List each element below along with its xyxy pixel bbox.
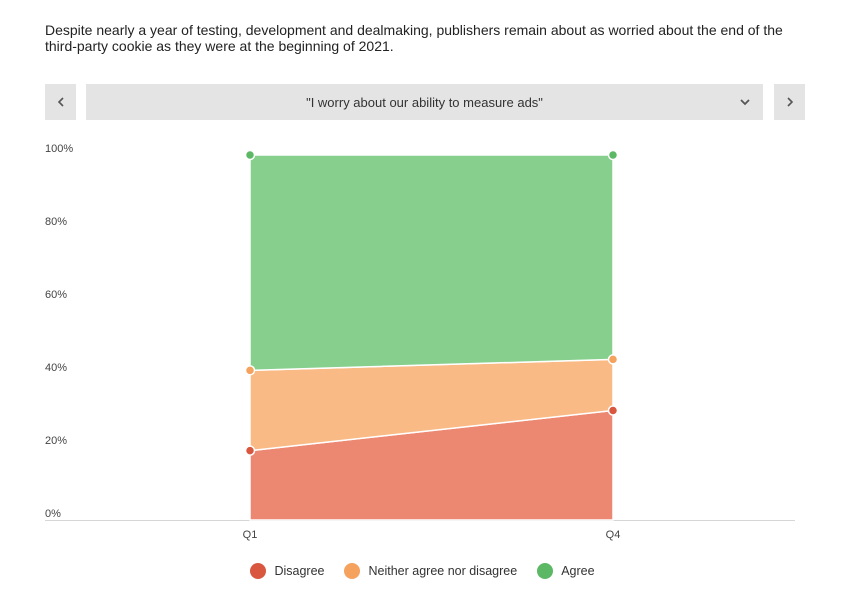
legend-item[interactable]: Neither agree nor disagree (344, 563, 517, 579)
question-dropdown-label: "I worry about our ability to measure ad… (306, 94, 543, 110)
chevron-left-icon (57, 97, 64, 107)
chart-subtitle: Despite nearly a year of testing, develo… (45, 22, 783, 54)
chevron-down-icon (740, 99, 750, 106)
next-question-button[interactable] (774, 84, 805, 120)
data-point (607, 405, 619, 416)
legend-item[interactable]: Disagree (250, 563, 324, 579)
data-point (244, 365, 256, 376)
question-dropdown[interactable]: "I worry about our ability to measure ad… (86, 84, 763, 120)
legend-swatch (250, 563, 267, 579)
data-point (607, 354, 619, 365)
y-tick-label: 100% (45, 143, 73, 155)
legend-label: Disagree (274, 564, 325, 578)
data-point (607, 149, 619, 161)
legend-label: Agree (561, 564, 595, 578)
y-tick-label: 60% (45, 289, 67, 301)
legend-item[interactable]: Agree (537, 563, 595, 579)
y-tick-label: 80% (45, 216, 67, 228)
y-tick-label: 40% (45, 362, 67, 374)
legend-label: Neither agree nor disagree (368, 564, 518, 578)
stacked-area-chart: 0% 20% 40% 60% 80% 100% Q1 Q4 (45, 143, 795, 541)
y-tick-label: 20% (45, 435, 67, 447)
legend-swatch (344, 563, 361, 579)
data-point (244, 445, 256, 456)
data-point (244, 149, 256, 161)
y-tick-label: 0% (45, 508, 61, 520)
chart-legend: Disagree Neither agree nor disagree Agree (0, 563, 845, 579)
legend-swatch (537, 563, 554, 579)
previous-question-button[interactable] (45, 84, 76, 120)
x-tick-label: Q4 (606, 529, 621, 541)
x-tick-label: Q1 (243, 529, 258, 541)
area-agree (249, 154, 614, 372)
chevron-right-icon (786, 97, 793, 107)
